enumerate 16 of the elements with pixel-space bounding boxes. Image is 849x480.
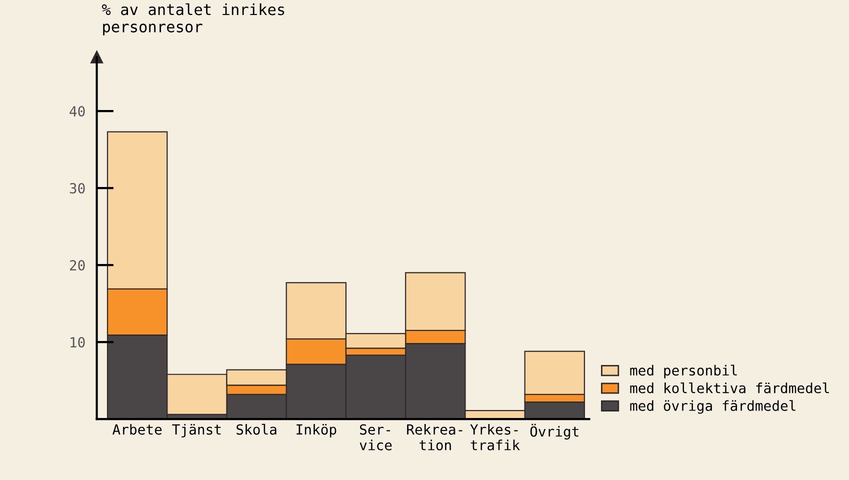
x-tick-label: Övrigt [530, 424, 578, 440]
legend-label: med kollektiva färdmedel [630, 382, 829, 394]
x-tick-label: Arbete [112, 424, 162, 435]
y-tick-label: 20 [70, 260, 85, 271]
x-tick-label: Inköp [296, 424, 336, 438]
x-tick-label: Yrkes- trafik [470, 424, 520, 450]
x-tick-label: Skola [236, 424, 276, 435]
y-tick-label: 10 [70, 337, 85, 348]
x-tick-label: Rekrea- tion [407, 424, 462, 450]
x-tick-label: Tjänst [172, 424, 221, 438]
x-tick-label: Ser- vice [360, 424, 392, 450]
y-tick-label: 30 [70, 183, 85, 194]
legend-label: med personbil [630, 364, 737, 378]
y-axis-title: % av antalet inrikes personresor [102, 3, 284, 36]
y-tick-label: 40 [70, 106, 85, 117]
legend-label: med övriga färdmedel [630, 400, 796, 414]
